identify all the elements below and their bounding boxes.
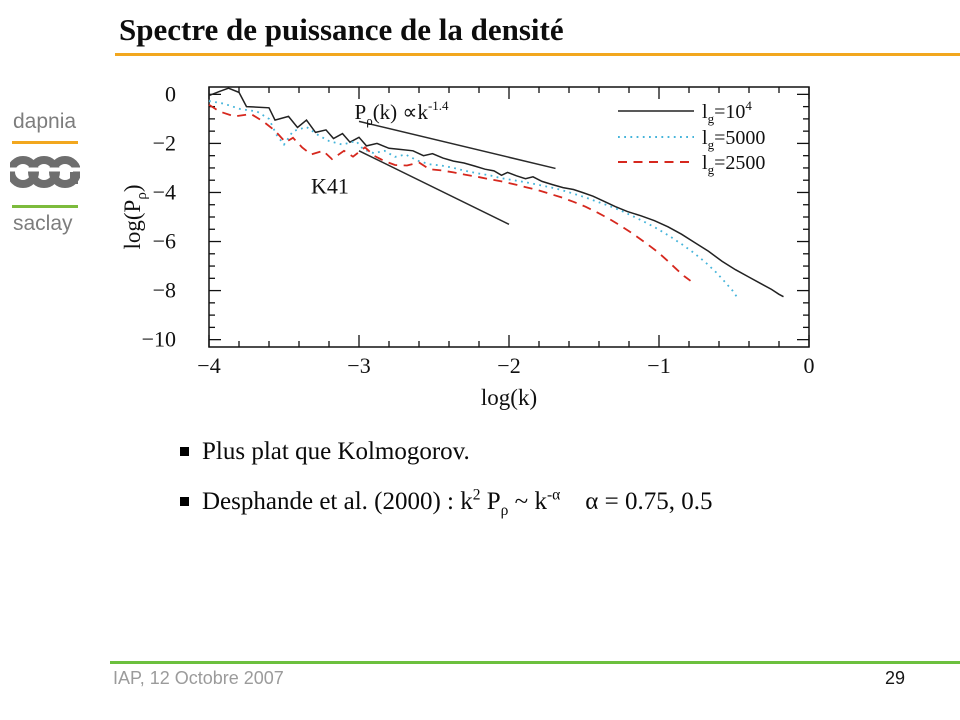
x-tick-label: −1	[647, 353, 670, 378]
logo-orange-rule	[12, 141, 78, 144]
footer-rule	[110, 661, 960, 664]
legend-label: lg=104	[702, 98, 752, 126]
x-tick-label: 0	[804, 353, 815, 378]
bullet-square-icon	[180, 447, 189, 456]
series-curve-lg104	[208, 87, 784, 298]
logo-green-rule	[12, 205, 78, 208]
title-underline	[115, 53, 960, 56]
density-power-spectrum-chart: −4 −3 −2 −1 00−2−4−6−8−10log(k)log(Pρ)Pρ(k) …	[120, 81, 815, 410]
y-tick-label: −10	[142, 327, 176, 352]
legend-label: lg=2500	[702, 152, 765, 177]
x-tick-label: −4	[197, 353, 220, 378]
footer-date: IAP, 12 Octobre 2007	[113, 668, 284, 688]
bullet-item: Desphande et al. (2000) : k2 Pρ ~ k-α α …	[180, 486, 910, 519]
bullet-list: Plus plat que Kolmogorov. Desphande et a…	[180, 436, 910, 535]
bullet-item: Plus plat que Kolmogorov.	[180, 436, 910, 469]
dapnia-label: dapnia	[13, 110, 77, 133]
k-1.4-slope-line	[358, 120, 556, 170]
annotation-k41-label: K41	[311, 174, 349, 199]
k41-slope-line	[358, 150, 510, 226]
series-curve-lg2500	[208, 103, 692, 282]
y-tick-label: −8	[153, 278, 176, 303]
bullet-text: Plus plat que Kolmogorov.	[202, 438, 470, 465]
legend-label: lg=5000	[702, 127, 765, 152]
x-axis-title: log(k)	[481, 385, 537, 410]
y-tick-label: −2	[153, 130, 176, 155]
x-tick-label: −2	[497, 353, 520, 378]
y-tick-label: −6	[153, 229, 176, 254]
series-curve-lg5000	[208, 100, 740, 300]
y-tick-label: −4	[153, 179, 176, 204]
x-tick-label: −3	[347, 353, 370, 378]
y-axis-ticks	[209, 93, 809, 341]
slide-title: Spectre de puissance de la densité	[119, 12, 564, 47]
bullet-text: Desphande et al. (2000) : k2 Pρ ~ k-α α …	[202, 486, 713, 519]
x-axis-ticks	[208, 87, 810, 347]
annotation-power-law-label: Pρ(k) ∝k-1.4	[355, 98, 450, 128]
cea-logo-icon	[10, 156, 80, 188]
chart-legend	[618, 110, 694, 163]
page-number: 29	[884, 668, 906, 688]
saclay-label: saclay	[13, 212, 73, 235]
y-tick-label: 0	[165, 81, 176, 106]
y-axis-title: log(Pρ)	[120, 184, 150, 249]
bullet-square-icon	[180, 496, 189, 506]
